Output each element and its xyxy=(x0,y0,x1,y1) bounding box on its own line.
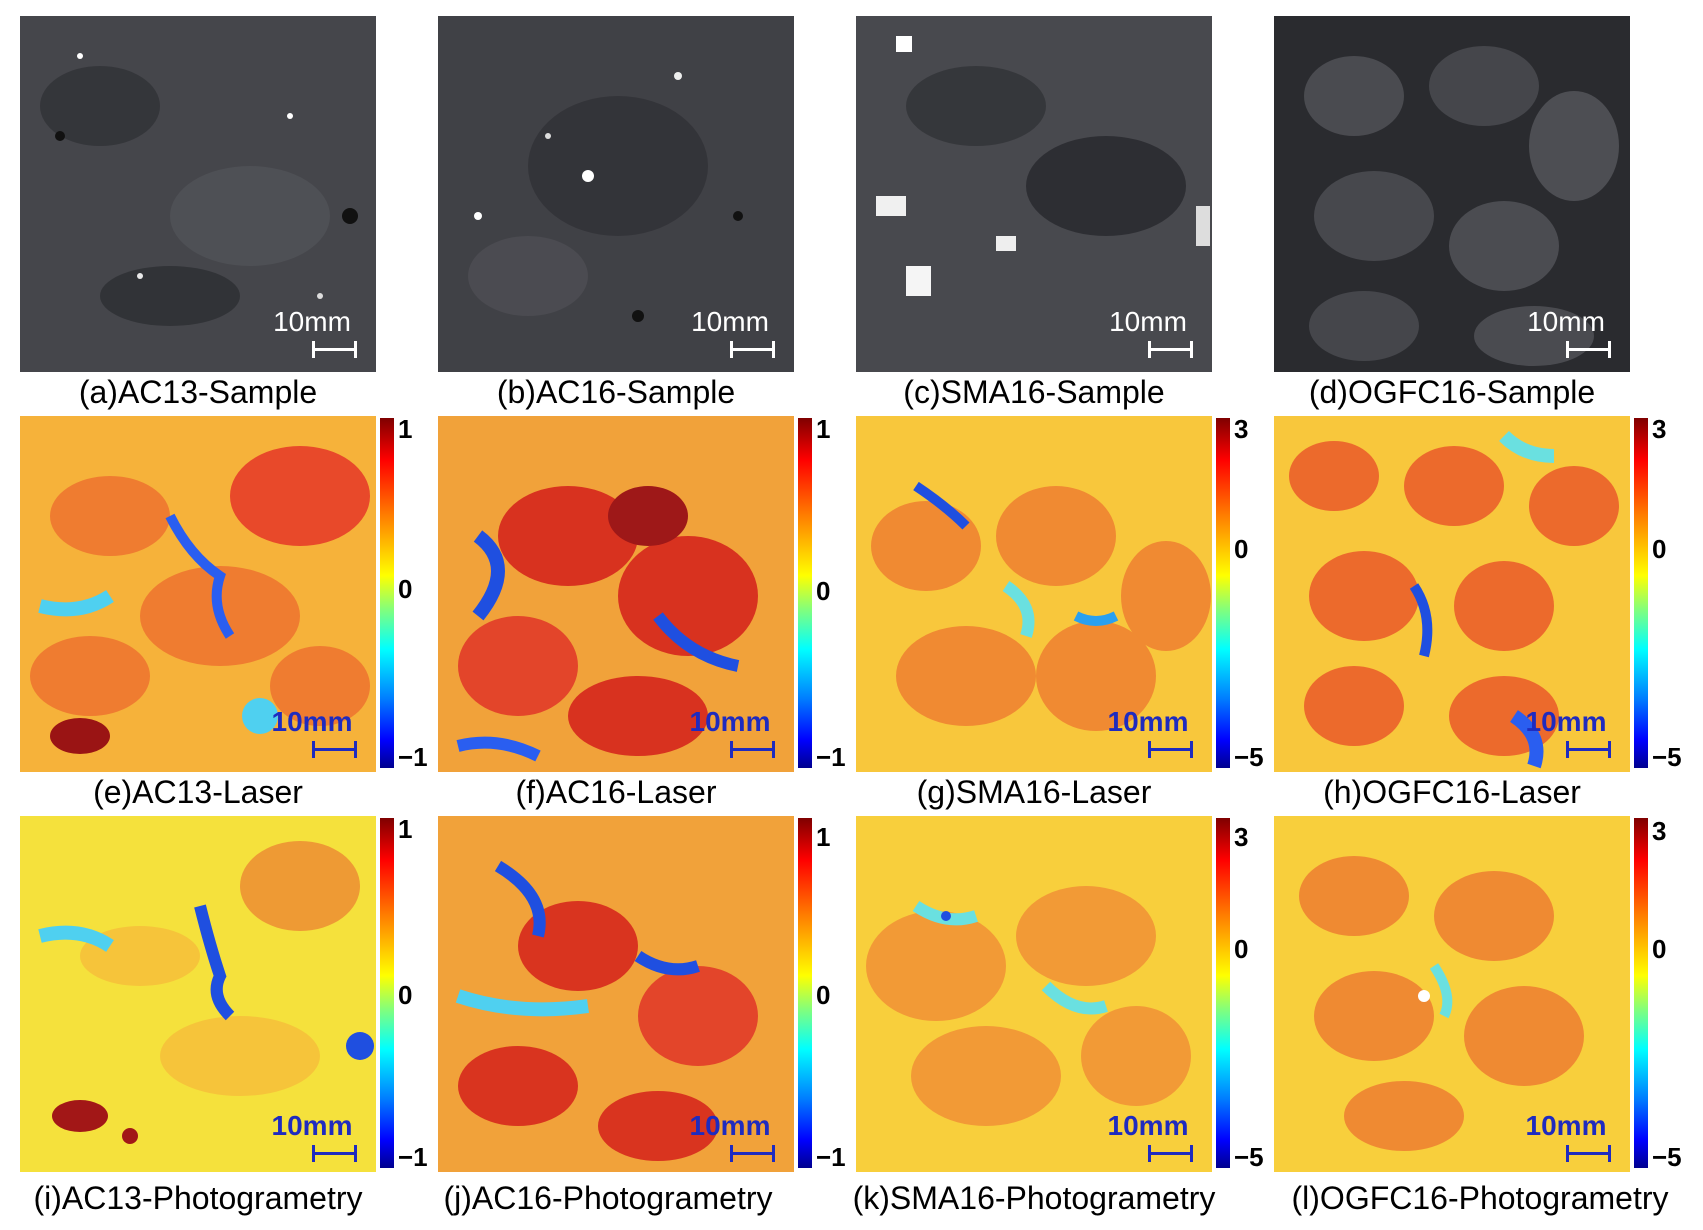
scale-bar xyxy=(1148,741,1193,758)
colorbar-min: −5 xyxy=(1652,1142,1682,1172)
photogrammetry-map-ac16-heatmap xyxy=(438,816,794,1172)
photo-ac16 xyxy=(438,16,794,372)
scale-label: 10mm xyxy=(1109,306,1187,337)
colorbar-mid: 0 xyxy=(1652,934,1667,964)
laser-map-sma16 xyxy=(856,416,1212,772)
scale-label: 10mm xyxy=(1107,706,1189,737)
scale-label: 10mm xyxy=(271,706,353,737)
caption-a: (a)AC13-Sample xyxy=(78,374,318,410)
photo-ac13 xyxy=(20,16,376,372)
laser-map-ac16-heatmap xyxy=(438,416,794,772)
photogrammetry-map-ac13 xyxy=(20,816,376,1172)
scale-label: 10mm xyxy=(271,1110,353,1141)
laser-map-ogfc16-heatmap xyxy=(1274,416,1630,772)
photo-ac13-texture xyxy=(20,16,376,372)
laser-map-ac16 xyxy=(438,416,794,772)
scale-bar xyxy=(312,1145,357,1162)
scale-label: 10mm xyxy=(689,1110,771,1141)
colorbar xyxy=(380,418,394,768)
scale-bar xyxy=(312,341,357,358)
photogrammetry-map-ogfc16-heatmap xyxy=(1274,816,1630,1172)
scale-bar xyxy=(730,341,775,358)
colorbar xyxy=(1216,818,1230,1168)
scale-bar xyxy=(1566,341,1611,358)
colorbar xyxy=(798,818,812,1168)
colorbar xyxy=(798,418,812,768)
laser-map-sma16-heatmap xyxy=(856,416,1212,772)
caption-b: (b)AC16-Sample xyxy=(496,374,736,410)
scale-label: 10mm xyxy=(689,706,771,737)
colorbar-mid: 0 xyxy=(1234,534,1249,564)
colorbar xyxy=(380,818,394,1168)
colorbar-max: 1 xyxy=(816,822,831,852)
caption-h: (h)OGFC16-Laser xyxy=(1323,774,1581,810)
scale-bar xyxy=(1148,341,1193,358)
laser-map-ogfc16 xyxy=(1274,416,1630,772)
photogrammetry-map-ogfc16 xyxy=(1274,816,1630,1172)
caption-e: (e)AC13-Laser xyxy=(93,774,303,810)
photo-ac16-texture xyxy=(438,16,794,372)
colorbar-max: 1 xyxy=(398,414,413,444)
colorbar-min: −1 xyxy=(398,742,428,772)
scale-bar xyxy=(312,741,357,758)
colorbar xyxy=(1634,418,1648,768)
scale-label: 10mm xyxy=(691,306,769,337)
photogrammetry-map-sma16-heatmap xyxy=(856,816,1212,1172)
scale-bar xyxy=(1566,1145,1611,1162)
colorbar-max: 3 xyxy=(1652,414,1667,444)
colorbar-max: 1 xyxy=(398,814,413,844)
colorbar-max: 3 xyxy=(1234,822,1249,852)
caption-d: (d)OGFC16-Sample xyxy=(1308,374,1596,410)
colorbar-min: −1 xyxy=(398,1142,428,1172)
scale-label: 10mm xyxy=(1525,1110,1607,1141)
scale-label: 10mm xyxy=(1525,706,1607,737)
colorbar-mid: 0 xyxy=(1234,934,1249,964)
caption-k: (k)SMA16-Photogrametry xyxy=(852,1180,1216,1216)
caption-f: (f)AC16-Laser xyxy=(515,774,717,810)
colorbar-min: −1 xyxy=(816,1142,846,1172)
caption-g: (g)SMA16-Laser xyxy=(916,774,1152,810)
scale-bar xyxy=(730,741,775,758)
photogrammetry-map-ac16 xyxy=(438,816,794,1172)
photogrammetry-map-sma16 xyxy=(856,816,1212,1172)
colorbar-min: −5 xyxy=(1234,1142,1264,1172)
photo-ogfc16-texture xyxy=(1274,16,1630,372)
colorbar-max: 1 xyxy=(816,414,831,444)
colorbar-mid: 0 xyxy=(816,576,831,606)
colorbar-min: −1 xyxy=(816,742,846,772)
colorbar xyxy=(1634,818,1648,1168)
colorbar-min: −5 xyxy=(1234,742,1264,772)
caption-l: (l)OGFC16-Photogrametry xyxy=(1291,1180,1669,1216)
photo-sma16-texture xyxy=(856,16,1212,372)
caption-c: (c)SMA16-Sample xyxy=(903,374,1165,410)
scale-label: 10mm xyxy=(1107,1110,1189,1141)
colorbar-max: 3 xyxy=(1234,414,1249,444)
colorbar-mid: 0 xyxy=(398,574,413,604)
scale-bar xyxy=(1148,1145,1193,1162)
caption-i: (i)AC13-Photogrametry xyxy=(33,1180,363,1216)
laser-map-ac13 xyxy=(20,416,376,772)
colorbar xyxy=(1216,418,1230,768)
colorbar-mid: 0 xyxy=(1652,534,1667,564)
colorbar-mid: 0 xyxy=(816,980,831,1010)
scale-bar xyxy=(730,1145,775,1162)
photogrammetry-map-ac13-heatmap xyxy=(20,816,376,1172)
scale-label: 10mm xyxy=(1527,306,1605,337)
caption-j: (j)AC16-Photogrametry xyxy=(443,1180,773,1216)
colorbar-mid: 0 xyxy=(398,980,413,1010)
laser-map-ac13-heatmap xyxy=(20,416,376,772)
colorbar-min: −5 xyxy=(1652,742,1682,772)
photo-ogfc16 xyxy=(1274,16,1630,372)
scale-bar xyxy=(1566,741,1611,758)
photo-sma16 xyxy=(856,16,1212,372)
colorbar-max: 3 xyxy=(1652,816,1667,846)
scale-label: 10mm xyxy=(273,306,351,337)
